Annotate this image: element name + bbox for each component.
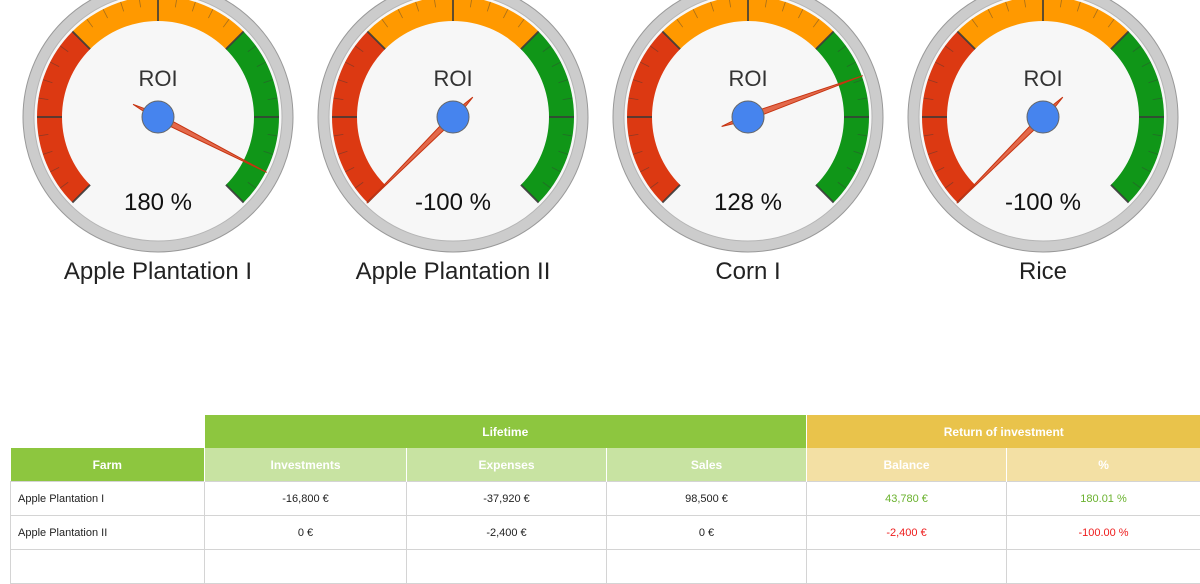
gauge-title: ROI	[138, 66, 177, 91]
gauge-title: ROI	[728, 66, 767, 91]
column-header-farm: Farm	[11, 448, 205, 482]
roi-table: Lifetime Return of investment Farm Inves…	[10, 415, 1200, 584]
table-row: Apple Plantation II 0 € -2,400 € 0 € -2,…	[11, 516, 1200, 550]
column-header-percent: %	[1007, 448, 1200, 482]
gauge-value: -100 %	[415, 189, 491, 216]
gauge-value: -100 %	[1005, 189, 1081, 216]
gauge-label-apple-plantation-i: Apple Plantation I	[18, 258, 298, 286]
roi-header: Return of investment	[807, 415, 1200, 448]
sales-cell: 0 €	[607, 516, 807, 550]
balance-cell	[807, 550, 1007, 584]
percent-cell	[1007, 550, 1200, 584]
column-header-sales: Sales	[607, 448, 807, 482]
gauge-hub	[732, 101, 764, 133]
percent-cell: 180.01 %	[1007, 482, 1200, 516]
expenses-cell	[407, 550, 607, 584]
sales-cell: 98,500 €	[607, 482, 807, 516]
expenses-cell: -2,400 €	[407, 516, 607, 550]
investments-cell: 0 €	[205, 516, 407, 550]
farm-cell: Apple Plantation I	[11, 482, 205, 516]
percent-cell: -100.00 %	[1007, 516, 1200, 550]
gauge-label-corn-i: Corn I	[608, 258, 888, 286]
farm-cell	[11, 550, 205, 584]
gauge-chart: ROI 180 % ROI -100 % ROI 128 % ROI -100 %	[0, 0, 1200, 300]
balance-cell: 43,780 €	[807, 482, 1007, 516]
investments-cell	[205, 550, 407, 584]
empty-header-cell	[11, 415, 205, 448]
gauge-panel: ROI 180 % ROI -100 % ROI 128 % ROI -100 % Apple…	[0, 0, 1200, 300]
gauge-title: ROI	[433, 66, 472, 91]
farm-cell: Apple Plantation II	[11, 516, 205, 550]
table-row: Apple Plantation I -16,800 € -37,920 € 9…	[11, 482, 1200, 516]
expenses-cell: -37,920 €	[407, 482, 607, 516]
gauge-value: 180 %	[124, 189, 192, 216]
table-column-header-row: Farm Investments Expenses Sales Balance …	[11, 448, 1200, 482]
table-group-header-row: Lifetime Return of investment	[11, 415, 1200, 448]
gauge-hub	[142, 101, 174, 133]
column-header-investments: Investments	[205, 448, 407, 482]
gauge-value: 128 %	[714, 189, 782, 216]
gauge-label-rice: Rice	[903, 258, 1183, 286]
column-header-balance: Balance	[807, 448, 1007, 482]
column-header-expenses: Expenses	[407, 448, 607, 482]
gauge-hub	[1027, 101, 1059, 133]
table-row	[11, 550, 1200, 584]
sales-cell	[607, 550, 807, 584]
investments-cell: -16,800 €	[205, 482, 407, 516]
gauge-title: ROI	[1023, 66, 1062, 91]
balance-cell: -2,400 €	[807, 516, 1007, 550]
lifetime-header: Lifetime	[205, 415, 807, 448]
gauge-hub	[437, 101, 469, 133]
gauge-label-apple-plantation-ii: Apple Plantation II	[313, 258, 593, 286]
